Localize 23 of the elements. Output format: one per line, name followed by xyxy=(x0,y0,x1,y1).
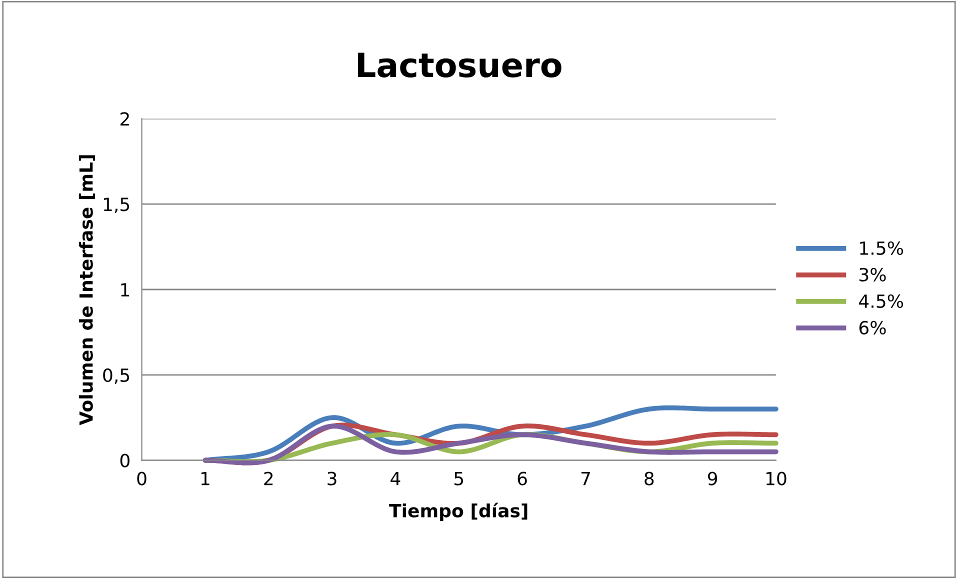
legend-label: 4.5% xyxy=(859,294,904,308)
x-tick-label: 2 xyxy=(264,472,273,486)
legend-label: 3% xyxy=(860,268,886,282)
x-axis-title: Tiempo [días] xyxy=(389,502,528,521)
chart-title: Lactosuero xyxy=(358,52,562,78)
y-tick-label: 1,5 xyxy=(104,198,130,214)
legend-label: 1.5% xyxy=(860,241,904,255)
x-tick-label: 10 xyxy=(766,472,786,486)
x-tick-label: 7 xyxy=(581,472,590,486)
y-tick-label: 1 xyxy=(121,283,130,296)
x-tick-label: 6 xyxy=(518,472,527,486)
x-tick-label: 1 xyxy=(201,472,210,486)
y-tick-label: 0,5 xyxy=(103,368,130,384)
y-tick-label: 2 xyxy=(120,112,129,126)
x-tick-label: 5 xyxy=(454,472,464,486)
x-tick-label: 8 xyxy=(644,472,654,486)
x-tick-label: 9 xyxy=(708,472,718,486)
x-tick-label: 3 xyxy=(328,472,336,486)
legend-label: 6% xyxy=(859,320,886,334)
x-tick-label: 4 xyxy=(390,472,400,486)
y-tick-label: 0 xyxy=(120,454,130,468)
x-tick-label: 0 xyxy=(137,472,146,486)
y-axis-title: Volumen de Interfase [mL] xyxy=(78,155,96,426)
